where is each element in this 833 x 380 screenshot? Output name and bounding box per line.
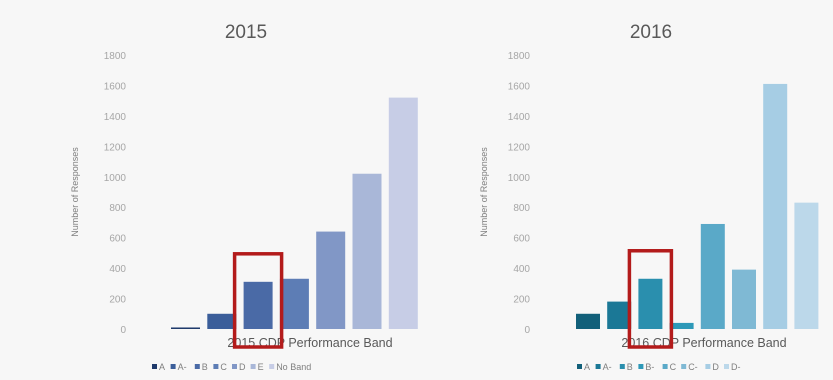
bar-d	[316, 231, 346, 329]
legend-label-e: E	[258, 362, 264, 372]
legend-label-c: C	[670, 362, 677, 372]
bar-d	[763, 83, 788, 329]
legend-swatch-c	[662, 364, 668, 369]
legend-label-d: D	[239, 362, 246, 372]
bar-c	[700, 223, 725, 329]
legend-label-no-band: No Band	[276, 362, 311, 372]
chart-2016: 2016 Number of Responses 0 200 400 600 800 1000…	[479, 22, 819, 372]
legend-swatch-a	[577, 364, 582, 369]
bar-a-minus	[607, 301, 632, 329]
y-tick-label-2016: 1200	[508, 142, 531, 153]
bar-c	[279, 278, 309, 329]
y-tick-label-2016: 200	[513, 295, 530, 306]
bar-b	[638, 278, 663, 329]
legend-swatch-d-minus	[724, 364, 729, 369]
legend-label-a-minus: A-	[603, 362, 612, 372]
bar-d-minus	[794, 202, 819, 329]
y-tick-label-2016: 0	[524, 325, 530, 336]
legend-swatch-b	[194, 364, 200, 369]
y-axis-label-2015: Number of Responses	[70, 147, 80, 237]
highlight-box-2016	[627, 249, 674, 349]
y-tick-label-2015: 1600	[104, 81, 127, 92]
legend-swatch-no-band	[269, 364, 275, 369]
legend-label-b: B	[202, 362, 208, 372]
chart-title-2016: 2016	[630, 22, 672, 43]
legend-swatch-c-minus	[681, 364, 687, 369]
y-axis-label-2016: Number of Responses	[479, 147, 489, 237]
legend-swatch-a-minus	[595, 364, 601, 369]
y-tick-label-2015: 600	[109, 234, 126, 245]
legend-label-a-minus: A-	[178, 362, 187, 372]
legend-label-c-minus: C-	[688, 362, 698, 372]
legend-swatch-d	[232, 364, 237, 369]
y-tick-label-2015: 1400	[104, 112, 127, 123]
legend-swatch-c	[213, 364, 219, 369]
chart-2015: 2015 Number of Responses 0 200 400 600 800 1000…	[70, 22, 418, 372]
y-tick-label-2015: 0	[120, 325, 126, 336]
y-tick-label-2016: 1400	[508, 112, 531, 123]
highlight-box-2015	[232, 252, 284, 349]
y-tick-label-2016: 1600	[508, 81, 531, 92]
legend-swatch-a-minus	[170, 364, 176, 369]
y-tick-label-2015: 1800	[104, 51, 127, 62]
y-tick-label-2015: 200	[109, 295, 126, 306]
bar-e	[352, 173, 382, 329]
legend-label-d-minus: D-	[731, 362, 741, 372]
legend-swatch-b-minus	[638, 364, 644, 369]
y-tick-label-2016: 800	[513, 203, 530, 214]
legend-label-b: B	[627, 362, 633, 372]
bar-no-band	[388, 97, 418, 329]
y-tick-label-2015: 400	[109, 264, 126, 275]
legend-label-d: D	[712, 362, 719, 372]
y-tick-label-2016: 600	[513, 234, 530, 245]
y-tick-label-2015: 1000	[104, 173, 127, 184]
bar-a	[576, 313, 600, 329]
y-tick-label-2016: 400	[513, 264, 530, 275]
y-tick-label-2016: 1000	[508, 173, 531, 184]
legend-label-c: C	[220, 362, 227, 372]
legend-label-a: A	[584, 362, 590, 372]
legend-label-a: A	[159, 362, 165, 372]
legend-swatch-b	[619, 364, 625, 369]
y-tick-label-2015: 800	[109, 203, 126, 214]
bar-c-minus	[732, 269, 756, 329]
legend-swatch-a	[152, 364, 157, 369]
legend-swatch-d	[705, 364, 711, 369]
legend-label-b-minus: B-	[645, 362, 654, 372]
bar-b-minus	[669, 322, 694, 329]
y-tick-label-2015: 1200	[104, 142, 127, 153]
bar-b	[243, 281, 273, 329]
y-tick-label-2016: 1800	[508, 51, 531, 62]
bar-a	[171, 327, 200, 329]
bar-a-minus	[207, 313, 237, 329]
legend-swatch-e	[250, 364, 256, 369]
chart-title-2015: 2015	[225, 22, 267, 43]
